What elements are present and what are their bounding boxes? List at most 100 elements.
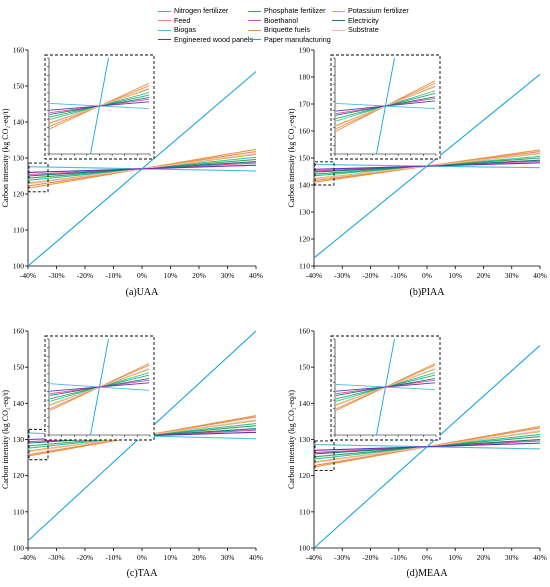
chart-panel: 110 120 130 140 150 160 170 180 190 -40% -30% -20% -… [287,46,547,299]
y-tick-label: 150 [299,154,311,163]
zoom-region-box [314,161,335,186]
y-tick-label: 130 [299,208,311,217]
y-tick-label: 100 [13,544,25,553]
y-tick-label: 130 [299,435,311,444]
x-tick-label: -40% [306,553,322,562]
legend-item: Potassium fertilizer [332,6,409,15]
x-tick-label: -30% [334,553,350,562]
y-axis-label: Carbon intensity (kg CO₂-eq/t) [1,108,10,207]
y-tick-label: 110 [13,226,24,235]
legend-item: Phosphate fertilizer [248,6,326,15]
y-axis-label: Carbon intensity (kg CO₂-eq/t) [287,108,296,207]
x-tick-label: 30% [221,271,235,280]
legend-item: Bioethanol [248,16,298,25]
chart-panel: 100 110 120 130 140 150 160 -40% -30% -20% -10% 0% 1… [1,46,263,299]
y-tick-label: 140 [299,181,311,190]
y-tick-label: 150 [299,363,311,372]
x-tick-label: -20% [362,271,378,280]
y-tick-label: 120 [299,471,311,480]
y-tick-label: 130 [13,154,25,163]
series-line [313,73,541,259]
panel-caption: (d)MEAA [406,568,448,579]
x-tick-label: -10% [391,553,407,562]
x-tick-label: 0% [137,271,147,280]
chart-panel: 100 110 120 130 140 150 160 -40% -30% -20% -10% 0% 1… [287,327,547,580]
x-tick-label: -40% [20,271,36,280]
x-tick-label: 20% [477,553,491,562]
legend-label: Engineered wood panels [174,34,254,44]
y-axis-label: Carbon intensity (kg CO₂-eq/t) [1,390,10,489]
y-axis-label: Carbon intensity (kg CO₂-eq/t) [287,390,296,489]
x-tick-label: 10% [164,271,178,280]
x-tick-label: 30% [505,271,519,280]
inset-series-line [90,57,109,155]
zoom-region-box [28,162,49,193]
x-tick-label: -30% [48,553,64,562]
x-tick-label: 20% [192,553,206,562]
series-line [313,345,541,549]
y-tick-label: 130 [13,435,25,444]
legend-label: Bioethanol [264,15,298,25]
legend-item: Electricity [332,16,379,25]
y-tick-label: 160 [299,327,311,336]
x-tick-label: -10% [105,271,121,280]
chart-panel: 100 110 120 130 140 150 160 -40% -30% -20% -10% 0% 1… [1,327,263,580]
panel-caption: (b)PIAA [410,287,446,298]
x-tick-label: -20% [77,271,93,280]
x-tick-label: -40% [20,553,36,562]
legend-swatch [158,39,171,41]
inset-series-line [376,338,395,436]
x-tick-label: -20% [77,553,93,562]
legend-label: Nitrogen fertilizer [174,6,229,15]
inset-zoom-panel [44,335,155,441]
legend-item: Nitrogen fertilizer [158,6,228,15]
series-line [27,71,257,267]
x-tick-label: 40% [533,271,547,280]
legend-item: Paper manufacturing [248,35,331,44]
legend-item: Feed [158,16,190,25]
x-tick-label: -10% [391,271,407,280]
legend-item: Biogas [158,25,196,34]
x-tick-label: 20% [477,271,491,280]
x-tick-label: 10% [448,553,462,562]
panel-caption: (a)UAA [126,287,160,298]
legend-swatch [332,20,345,22]
x-tick-label: -30% [48,271,64,280]
x-tick-label: 0% [422,553,432,562]
inset-series-line [376,57,395,155]
legend-label: Feed [174,15,191,25]
y-tick-label: 120 [299,235,311,244]
legend-swatch [158,10,171,12]
panel-caption: (c)TAA [127,568,159,579]
legend-label: Phosphate fertilizer [264,6,326,15]
x-tick-label: 40% [533,553,547,562]
legend-swatch [332,10,345,12]
legend-swatch [248,29,261,31]
legend-label: Electricity [348,15,379,25]
y-tick-label: 140 [13,399,25,408]
legend-item: Briquette fuels [248,25,310,34]
x-tick-label: 30% [221,553,235,562]
legend-swatch [158,29,171,31]
y-tick-label: 100 [299,544,311,553]
legend-item: Substrate [332,25,379,34]
y-tick-label: 160 [299,127,311,136]
y-tick-label: 110 [299,507,310,516]
y-tick-label: 150 [13,82,25,91]
inset-zoom-panel [44,54,155,160]
y-tick-label: 160 [13,46,25,55]
y-tick-label: 110 [13,507,24,516]
x-tick-label: 30% [505,553,519,562]
x-tick-label: 10% [164,553,178,562]
zoom-region-box [314,440,335,472]
y-tick-label: 120 [13,471,25,480]
x-tick-label: -30% [334,271,350,280]
legend-swatch [332,29,345,31]
x-tick-label: 10% [448,271,462,280]
y-tick-label: 140 [299,399,311,408]
x-tick-label: 0% [137,553,147,562]
legend-swatch [248,10,261,12]
x-tick-label: -10% [105,553,121,562]
x-tick-label: 0% [422,271,432,280]
